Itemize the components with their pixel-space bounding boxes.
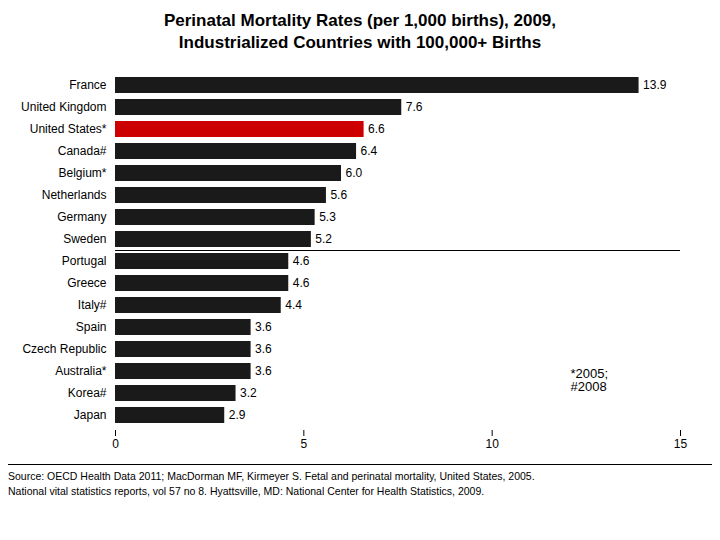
svg-text:Belgium*: Belgium*: [58, 167, 106, 181]
svg-text:3.6: 3.6: [255, 343, 272, 357]
html-text:Perinatal Mortality Rates (per: Perinatal Mortality Rates (per 1,000 bir…: [163, 11, 556, 53]
svg-text:2.9: 2.9: [229, 409, 246, 423]
svg-text:7.6: 7.6: [406, 101, 423, 115]
svg-text:United States*: United States*: [30, 123, 107, 137]
svg-text:Sweden: Sweden: [63, 233, 106, 247]
svg-text:6.0: 6.0: [346, 167, 363, 181]
svg-text:15: 15: [674, 437, 688, 451]
svg-text:Australia*: Australia*: [55, 365, 107, 379]
svg-text:5: 5: [300, 437, 307, 451]
svg-text:5.2: 5.2: [315, 233, 332, 247]
svg-text:United Kingdom: United Kingdom: [21, 101, 106, 115]
svg-text:Spain: Spain: [76, 321, 107, 335]
svg-text:6.6: 6.6: [368, 123, 385, 137]
html-text:Source: OECD Health Data 2011;: Source: OECD Health Data 2011; MacDorman…: [8, 470, 535, 483]
svg-text:*2005;#2008: *2005;#2008: [571, 366, 609, 394]
svg-text:10: 10: [485, 437, 499, 451]
svg-text:Korea#: Korea#: [68, 387, 107, 401]
html-text:National vital statistics repo: National vital statistics reports, vol 5…: [8, 484, 485, 497]
svg-text:4.4: 4.4: [285, 299, 302, 313]
svg-text:3.6: 3.6: [255, 365, 272, 379]
svg-text:Czech Republic: Czech Republic: [22, 343, 106, 357]
svg-text:Italy#: Italy#: [78, 299, 107, 313]
svg-text:Greece: Greece: [67, 277, 107, 291]
svg-text:Japan: Japan: [74, 409, 107, 423]
svg-text:6.4: 6.4: [361, 145, 378, 159]
svg-text:4.6: 4.6: [293, 277, 310, 291]
svg-text:4.6: 4.6: [293, 255, 310, 269]
svg-text:3.2: 3.2: [240, 387, 257, 401]
svg-text:Portugal: Portugal: [62, 255, 107, 269]
svg-text:0: 0: [112, 437, 119, 451]
svg-text:Germany: Germany: [57, 211, 106, 225]
svg-text:3.6: 3.6: [255, 321, 272, 335]
svg-text:Netherlands: Netherlands: [42, 189, 107, 203]
svg-text:Canada#: Canada#: [58, 145, 107, 159]
svg-text:5.3: 5.3: [319, 211, 336, 225]
svg-text:13.9: 13.9: [643, 79, 667, 93]
svg-text:5.6: 5.6: [330, 189, 347, 203]
svg-text:France: France: [69, 79, 107, 93]
